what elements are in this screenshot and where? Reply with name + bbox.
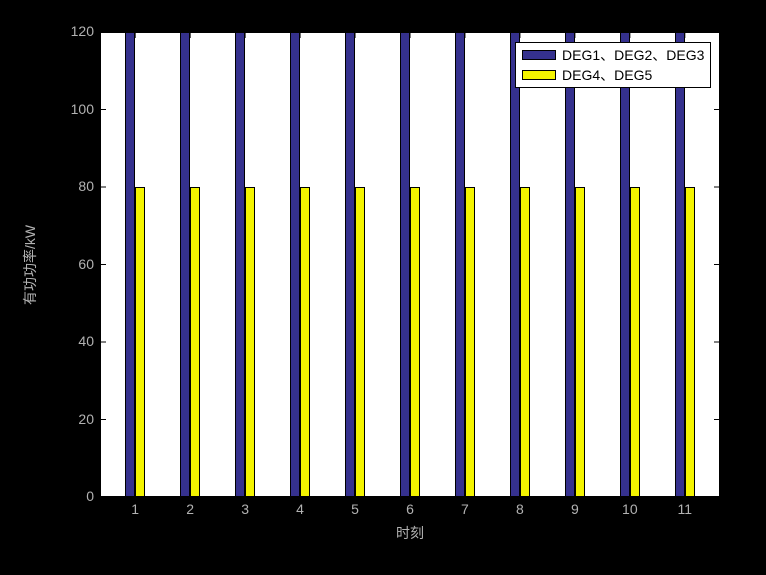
ytick-label: 60 xyxy=(78,256,94,272)
axes-box xyxy=(100,32,720,497)
xtick-label: 8 xyxy=(505,501,535,517)
legend-swatch xyxy=(522,70,556,80)
ylabel: 有功功率/kW xyxy=(20,224,40,304)
ytick-label: 100 xyxy=(71,101,94,117)
xtick-label: 9 xyxy=(560,501,590,517)
ytick-label: 0 xyxy=(86,488,94,504)
xtick-label: 10 xyxy=(615,501,645,517)
xtick-label: 1 xyxy=(120,501,150,517)
legend-item: DEG4、DEG5 xyxy=(522,65,704,85)
legend-label: DEG1、DEG2、DEG3 xyxy=(562,45,704,65)
xlabel: 时刻 xyxy=(100,523,720,543)
xtick-label: 2 xyxy=(175,501,205,517)
xtick-label: 6 xyxy=(395,501,425,517)
legend-label: DEG4、DEG5 xyxy=(562,65,652,85)
legend-swatch xyxy=(522,50,556,60)
xtick-label: 4 xyxy=(285,501,315,517)
xtick-label: 3 xyxy=(230,501,260,517)
ytick-label: 40 xyxy=(78,333,94,349)
xtick-label: 5 xyxy=(340,501,370,517)
legend-item: DEG1、DEG2、DEG3 xyxy=(522,45,704,65)
plot-area xyxy=(100,32,720,497)
ytick-label: 20 xyxy=(78,411,94,427)
ytick-label: 80 xyxy=(78,178,94,194)
legend: DEG1、DEG2、DEG3DEG4、DEG5 xyxy=(515,42,711,88)
xtick-label: 7 xyxy=(450,501,480,517)
ytick-label: 120 xyxy=(71,23,94,39)
xtick-label: 11 xyxy=(670,501,700,517)
